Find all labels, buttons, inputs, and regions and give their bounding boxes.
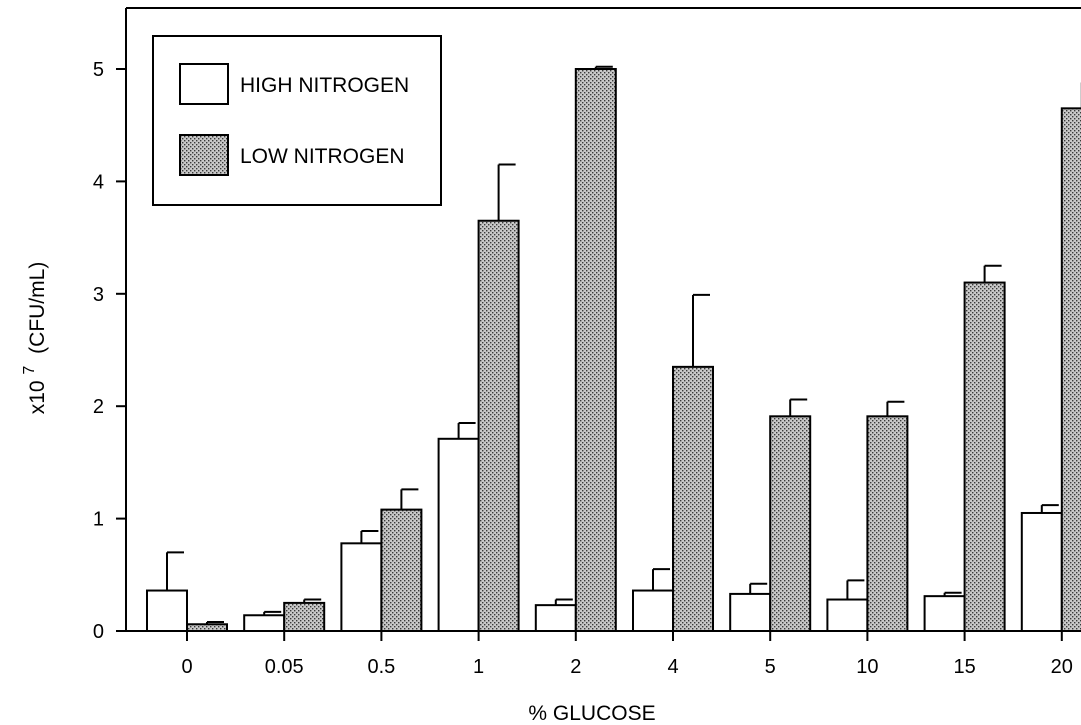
x-tick-label: 0 — [181, 656, 192, 678]
bar-low-nitrogen — [380, 508, 423, 632]
x-tick-label: 10 — [856, 656, 878, 678]
bar-low-nitrogen — [574, 68, 617, 632]
y-tick-label: 2 — [93, 396, 104, 418]
bar-low-nitrogen — [866, 415, 909, 633]
legend-label-low-nitrogen: LOW NITROGEN — [240, 145, 405, 168]
legend: HIGH NITROGEN LOW NITROGEN — [152, 35, 442, 206]
y-axis-ticks: 0 1 2 3 4 5 — [93, 59, 126, 643]
x-tick-label: 5 — [765, 656, 776, 678]
y-axis-label-base: x10 — [26, 380, 49, 414]
y-axis-label: x10 7 (CFU/mL) — [16, 262, 49, 415]
bar-high-nitrogen — [340, 542, 383, 632]
legend-box — [152, 35, 442, 206]
bar-high-nitrogen — [923, 595, 966, 633]
legend-label-high-nitrogen: HIGH NITROGEN — [240, 74, 409, 97]
y-tick-label: 5 — [93, 59, 104, 81]
x-tick-label: 4 — [667, 656, 678, 678]
bar-high-nitrogen — [146, 589, 188, 633]
bar-low-nitrogen — [769, 415, 812, 633]
bar-low-nitrogen — [283, 601, 326, 633]
bar-high-nitrogen — [729, 592, 772, 633]
y-tick-label: 0 — [93, 621, 104, 643]
y-tick-label: 3 — [93, 284, 104, 306]
bar-low-nitrogen — [672, 365, 714, 632]
bar-high-nitrogen — [437, 437, 480, 632]
legend-swatch-low-nitrogen — [179, 134, 229, 176]
error-bars-group — [166, 65, 1081, 625]
y-tick-label: 1 — [93, 509, 104, 531]
bar-high-nitrogen — [534, 604, 577, 633]
x-tick-label: 0.05 — [265, 656, 304, 678]
y-axis-label-exponent: 7 — [21, 366, 38, 375]
x-tick-label: 15 — [953, 656, 975, 678]
y-axis-label-unit: (CFU/mL) — [26, 262, 49, 354]
y-tick-label: 4 — [93, 171, 104, 193]
x-tick-label: 20 — [1051, 656, 1073, 678]
bar-high-nitrogen — [1020, 511, 1063, 632]
bar-low-nitrogen — [1060, 107, 1081, 632]
legend-swatch-high-nitrogen — [179, 63, 229, 105]
bar-low-nitrogen — [186, 623, 228, 632]
x-tick-label: 2 — [570, 656, 581, 678]
bar-low-nitrogen — [477, 219, 520, 633]
bar-high-nitrogen — [632, 589, 674, 633]
x-tick-label: 0.5 — [367, 656, 395, 678]
x-axis-ticks: 0 0.05 0.5 1 2 4 5 10 15 20 — [181, 631, 1073, 678]
x-tick-label: 1 — [473, 656, 484, 678]
x-axis-label: % GLUCOSE — [528, 702, 655, 725]
bar-high-nitrogen — [243, 614, 286, 632]
bar-high-nitrogen — [826, 598, 869, 633]
bar-low-nitrogen — [963, 281, 1006, 632]
